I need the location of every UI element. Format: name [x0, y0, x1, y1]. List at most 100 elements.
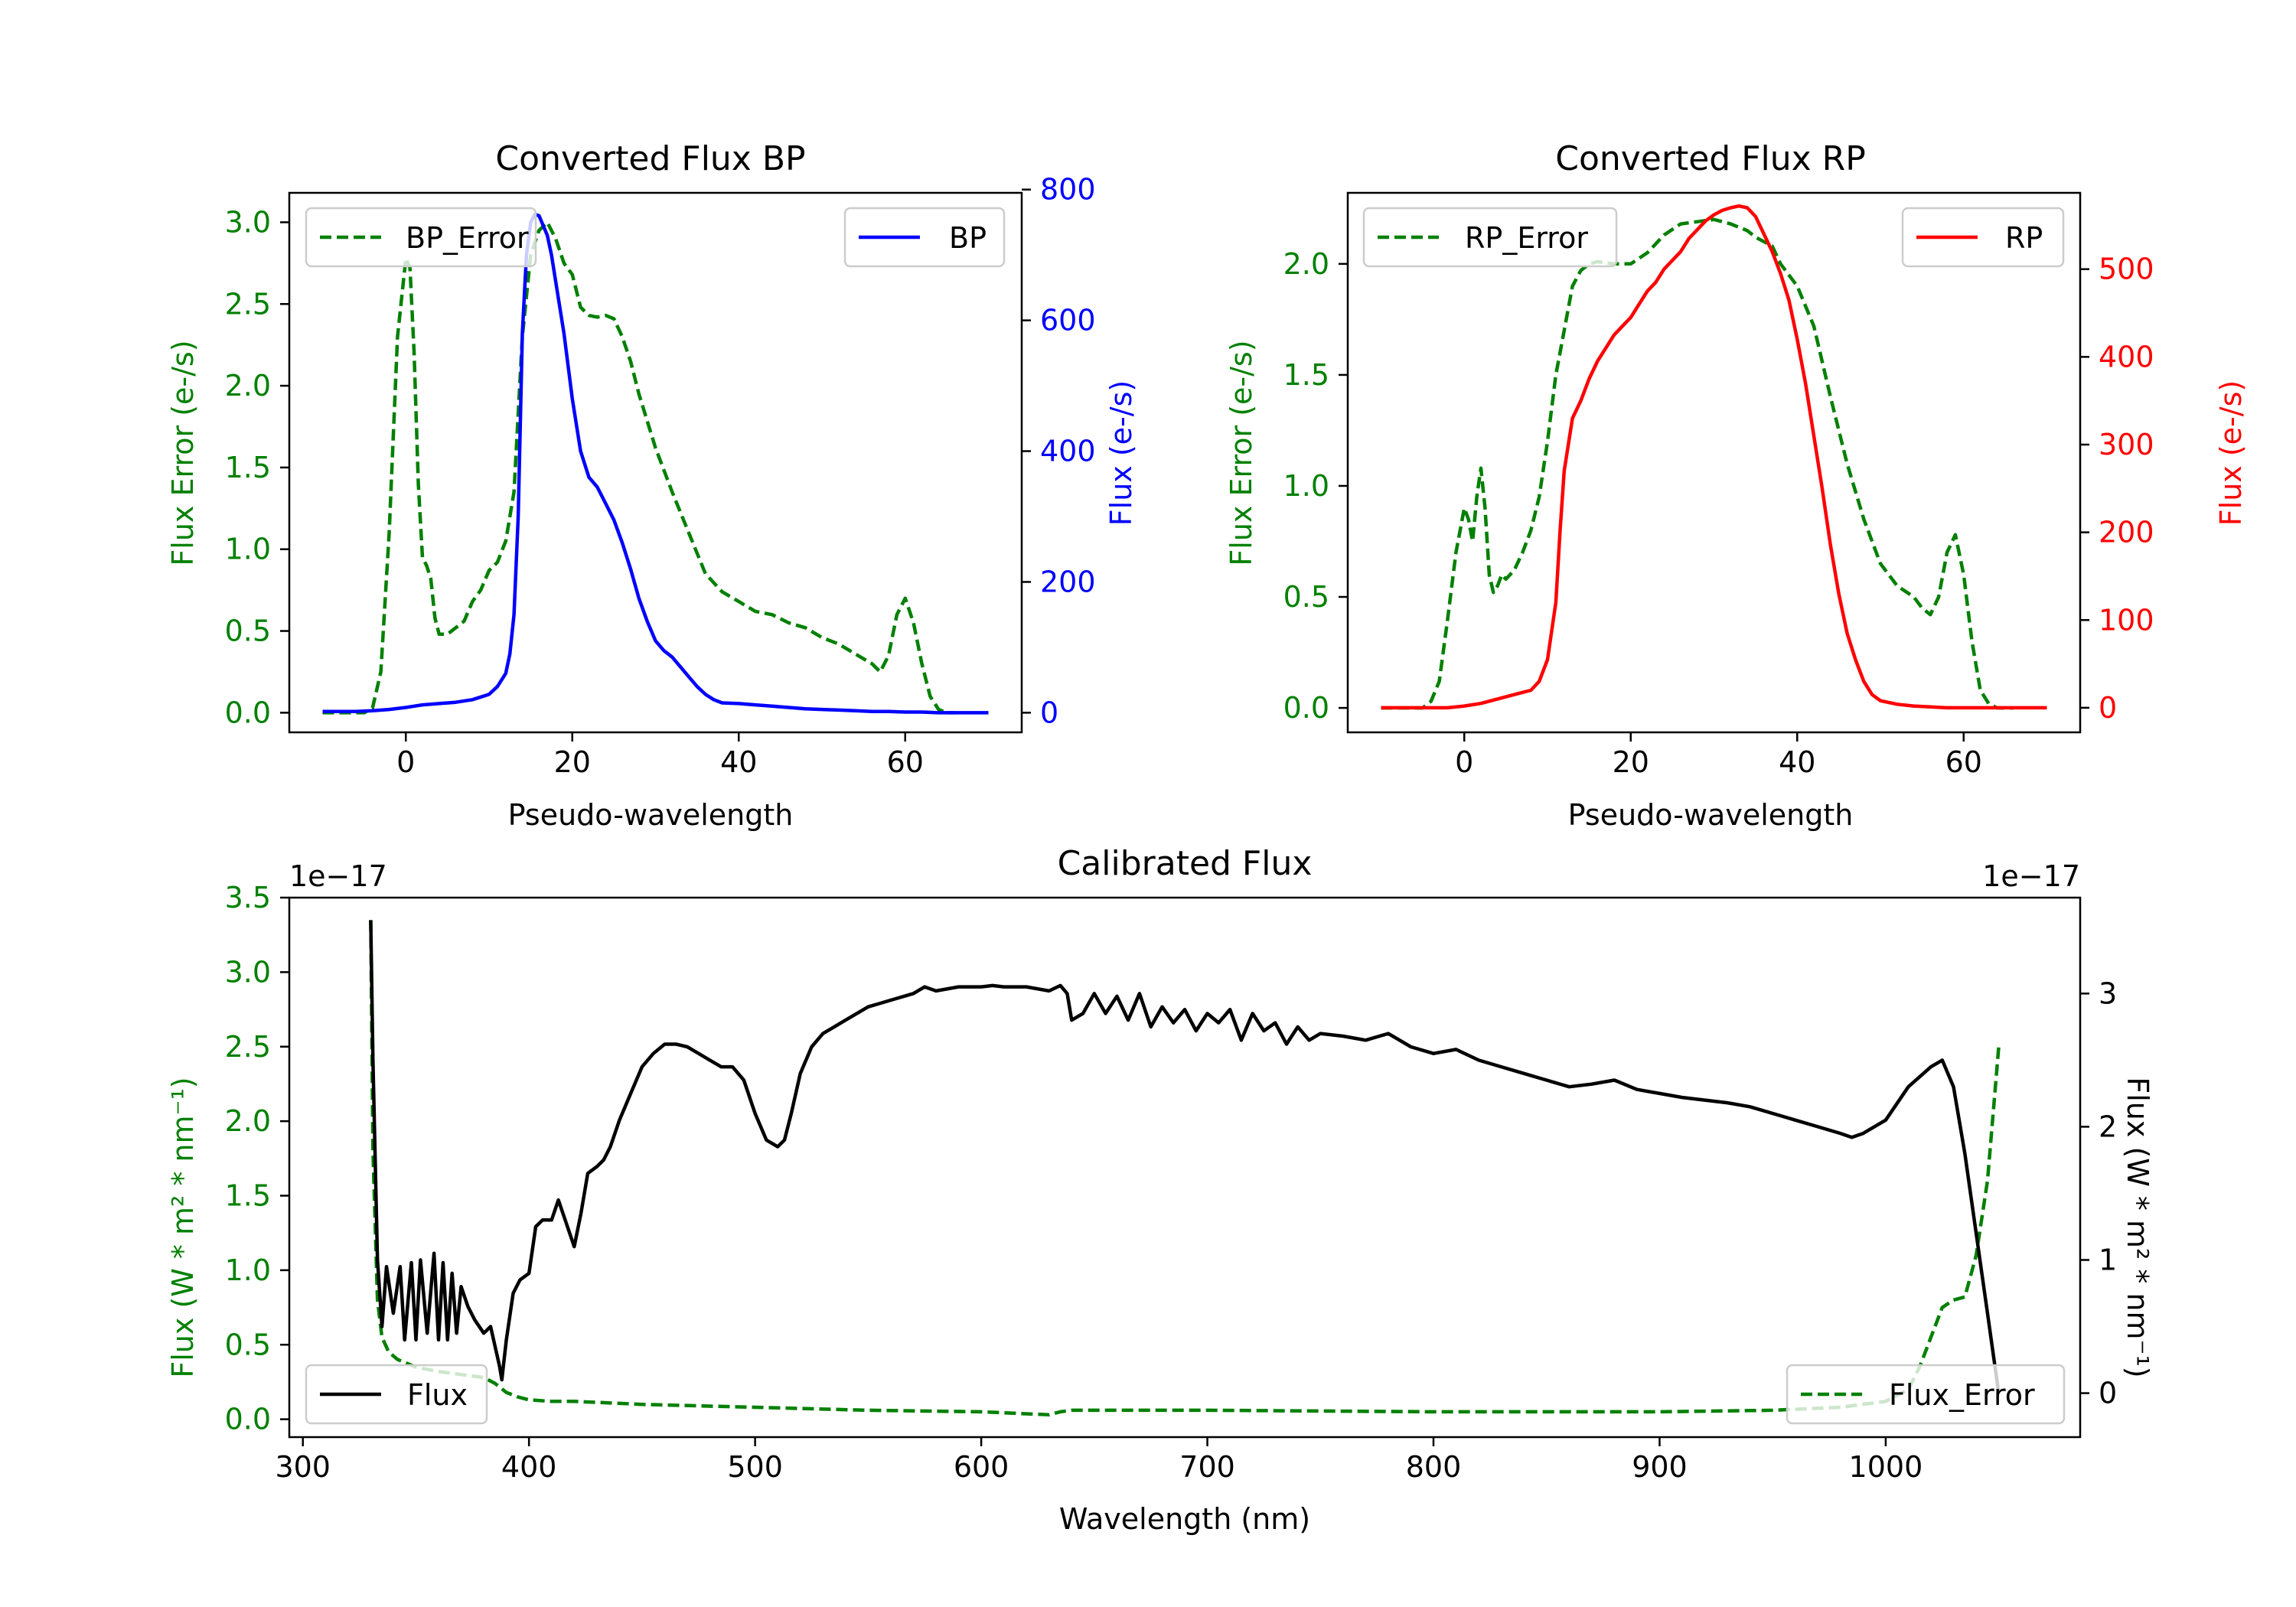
rp-plot-area [1381, 204, 2047, 710]
bp-title: Converted Flux BP [495, 139, 805, 178]
calibrated-ytick-left-label: 0.0 [225, 1403, 271, 1436]
calibrated-xtick-label: 600 [954, 1450, 1009, 1484]
rp-xtick-label: 20 [1613, 745, 1649, 779]
rp-ytick-right-label: 400 [2099, 340, 2154, 373]
calibrated-ytick-left-label: 1.0 [225, 1253, 271, 1287]
rp-ytick-right-label: 100 [2099, 603, 2154, 637]
calibrated-xtick-label: 700 [1179, 1450, 1235, 1484]
calibrated-xtick-label: 900 [1632, 1450, 1688, 1484]
rp-yticks-right: 0 100 200 300 400 500 [2080, 253, 2154, 725]
calibrated-ytick-right-label: 2 [2099, 1110, 2117, 1143]
calibrated-ytick-left-label: 2.0 [225, 1104, 271, 1138]
bp-axes-frame [288, 191, 1023, 734]
calibrated-xtick-label: 800 [1406, 1450, 1462, 1484]
calibrated-series-flux [369, 920, 2001, 1393]
bp-ylabel-right: Flux (e-/s) [1104, 380, 1138, 526]
bp-ytick-left-label: 2.5 [225, 287, 271, 321]
calibrated-series-flux-error [369, 920, 2001, 1417]
rp-ytick-right-label: 500 [2099, 253, 2154, 286]
bp-xtick-label: 60 [887, 745, 924, 779]
rp-xtick-label: 40 [1779, 745, 1815, 779]
calibrated-axes-frame [288, 896, 2082, 1439]
calibrated-xlabel: Wavelength (nm) [1059, 1502, 1310, 1536]
calibrated-ytick-left-label: 2.5 [225, 1030, 271, 1064]
rp-ylabel-right: Flux (e-/s) [2214, 380, 2248, 526]
calibrated-ytick-left-label: 1.5 [225, 1179, 271, 1213]
rp-legend-right-box [1901, 207, 2065, 268]
calibrated-legend-left-label: Flux [407, 1378, 468, 1412]
bp-ytick-left-label: 2.0 [225, 369, 271, 403]
rp-ytick-right-label: 200 [2099, 516, 2154, 549]
rp-xticks: 0 20 40 60 [1455, 732, 1982, 779]
bp-ytick-left-label: 1.0 [225, 533, 271, 566]
bp-ytick-right-label: 200 [1040, 565, 1096, 598]
rp-xtick-label: 0 [1455, 745, 1473, 779]
bp-legend-left-box [305, 207, 537, 268]
bp-ytick-left-label: 0.5 [225, 614, 271, 648]
bp-yticks-left: 0.0 0.5 1.0 1.5 2.0 2.5 3.0 [225, 205, 289, 729]
bp-xtick-label: 20 [554, 745, 591, 779]
bp-series-bp-error [322, 220, 955, 715]
calibrated-yticks-right: 0 1 2 3 [2080, 976, 2117, 1410]
calibrated-offset-left: 1e−17 [289, 859, 387, 893]
rp-xtick-label: 60 [1945, 745, 1982, 779]
rp-series-rp [1381, 204, 2047, 710]
calibrated-ytick-right-label: 3 [2099, 976, 2117, 1010]
bp-ytick-left-label: 0.0 [225, 696, 271, 729]
calibrated-xtick-label: 500 [727, 1450, 783, 1484]
bp-ytick-right-label: 600 [1040, 304, 1096, 337]
calibrated-plot-area [369, 920, 2001, 1417]
rp-legend-right-label: RP [2005, 221, 2043, 255]
bp-ytick-right-label: 0 [1040, 696, 1058, 729]
calibrated-xtick-label: 400 [501, 1450, 557, 1484]
calibrated-ytick-left-label: 3.0 [225, 955, 271, 989]
calibrated-ytick-right-label: 0 [2099, 1377, 2117, 1410]
bp-ytick-left-label: 1.5 [225, 451, 271, 484]
bp-legend-left: BP_Error [305, 207, 537, 268]
bp-xticks: 0 20 40 60 [396, 732, 924, 779]
rp-ytick-right-label: 300 [2099, 428, 2154, 461]
calibrated-yticks-left: 0.0 0.5 1.0 1.5 2.0 2.5 3.0 3.5 [225, 881, 289, 1436]
rp-ytick-left-label: 1.0 [1283, 469, 1329, 503]
bp-xlabel: Pseudo-wavelength [508, 798, 794, 832]
bp-plot-area [322, 212, 989, 715]
calibrated-offset-right: 1e−17 [1982, 859, 2080, 893]
rp-legend-left-box [1362, 207, 1618, 268]
bp-series-bp [322, 212, 989, 715]
bp-ytick-right-label: 800 [1040, 173, 1096, 207]
rp-ytick-right-label: 0 [2099, 691, 2117, 725]
rp-ylabel-left: Flux Error (e-/s) [1225, 340, 1258, 566]
bp-panel: Converted Flux BP Pseudo-wavelength Flux… [166, 139, 1138, 832]
rp-ytick-left-label: 1.5 [1283, 358, 1329, 392]
calibrated-panel: Calibrated Flux Wavelength (nm) Flux (W … [166, 844, 2154, 1536]
bp-ylabel-left: Flux Error (e-/s) [166, 340, 200, 566]
rp-legend-right: RP [1901, 207, 2065, 268]
bp-ytick-left-label: 3.0 [225, 205, 271, 239]
bp-xtick-label: 40 [720, 745, 757, 779]
bp-legend-left-label: BP_Error [406, 221, 529, 255]
calibrated-ylabel-left: Flux (W * m² * nm⁻¹) [166, 1077, 200, 1377]
calibrated-legend-right-box [1786, 1364, 2066, 1425]
rp-axes-frame [1346, 191, 2082, 734]
calibrated-xtick-label: 1000 [1849, 1450, 1923, 1484]
rp-panel: Converted Flux RP Pseudo-wavelength Flux… [1225, 139, 2248, 832]
rp-yticks-left: 0.0 0.5 1.0 1.5 2.0 [1283, 247, 1348, 725]
calibrated-xtick-label: 300 [275, 1450, 331, 1484]
calibrated-legend-left: Flux [305, 1364, 488, 1425]
rp-ytick-left-label: 2.0 [1283, 247, 1329, 281]
calibrated-ylabel-right: Flux (W * m² * nm⁻¹) [2121, 1077, 2154, 1377]
bp-yticks-right: 0 200 400 600 800 [1022, 173, 1096, 729]
rp-legend-left-label: RP_Error [1465, 221, 1588, 255]
calibrated-ytick-left-label: 0.5 [225, 1328, 271, 1361]
calibrated-legend-right-label: Flux_Error [1889, 1378, 2035, 1412]
bp-ytick-right-label: 400 [1040, 435, 1096, 468]
bp-legend-right: BP [843, 207, 1006, 268]
calibrated-legend-left-box [305, 1364, 488, 1425]
bp-legend-right-label: BP [949, 221, 987, 255]
rp-legend-left: RP_Error [1362, 207, 1618, 268]
rp-ytick-left-label: 0.5 [1283, 580, 1329, 614]
bp-xtick-label: 0 [396, 745, 415, 779]
calibrated-legend-right: Flux_Error [1786, 1364, 2066, 1425]
